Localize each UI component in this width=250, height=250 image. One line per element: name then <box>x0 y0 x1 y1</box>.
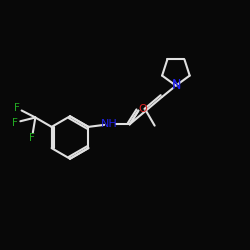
Text: N: N <box>172 79 181 92</box>
Text: F: F <box>12 118 18 128</box>
Text: F: F <box>29 133 35 143</box>
Text: O: O <box>138 104 147 115</box>
Text: NH: NH <box>101 120 118 130</box>
Text: F: F <box>14 103 20 113</box>
Text: N: N <box>172 78 181 91</box>
